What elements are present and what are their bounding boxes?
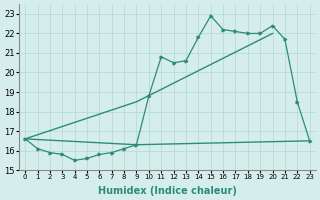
X-axis label: Humidex (Indice chaleur): Humidex (Indice chaleur) [98,186,237,196]
